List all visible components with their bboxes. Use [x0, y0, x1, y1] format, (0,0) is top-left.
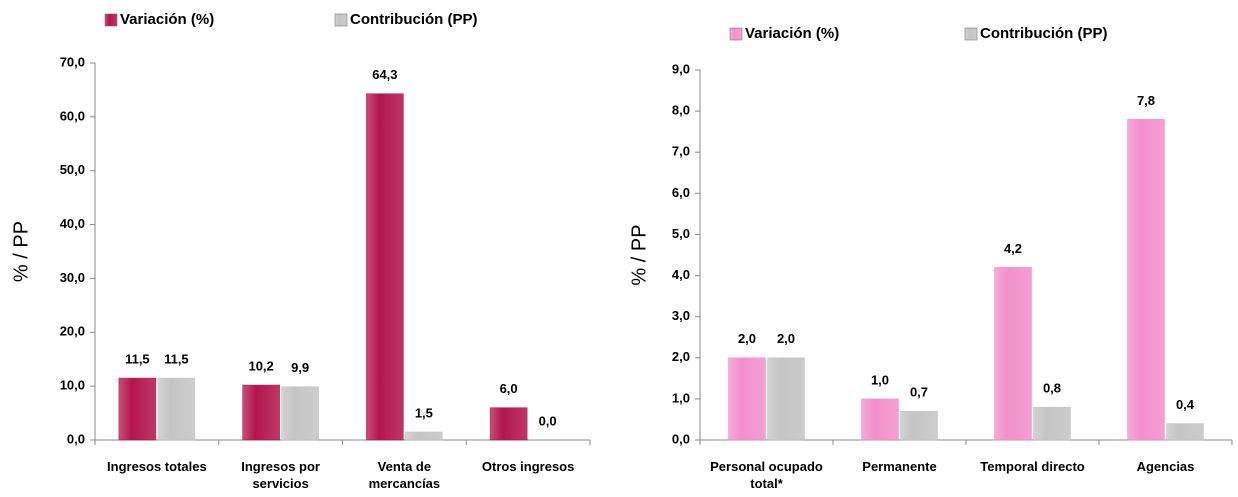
bar [489, 407, 528, 441]
bar [1166, 423, 1204, 441]
bar [405, 431, 443, 441]
y-axis-label: % / PP [628, 224, 650, 285]
x-tick-label: Permanente [862, 459, 937, 474]
y-tick-label: 40,0 [60, 216, 85, 231]
y-tick-label: 0,0 [67, 431, 85, 446]
y-tick-label: 20,0 [60, 324, 85, 339]
y-tick-label: 60,0 [60, 108, 85, 123]
value-label: 11,5 [125, 352, 150, 367]
legend-label: Contribución (PP) [350, 11, 478, 28]
legend-swatch [729, 27, 743, 41]
x-tick-label: Personal ocupado total* [710, 459, 823, 491]
value-label: 1,0 [871, 372, 889, 387]
bar [900, 410, 938, 441]
value-label: 2,0 [777, 331, 795, 346]
bar [157, 377, 196, 441]
y-tick-label: 50,0 [60, 162, 85, 177]
y-axis-label: % / PP [10, 221, 32, 282]
value-label: 0,4 [1176, 397, 1195, 412]
y-tick-label: 30,0 [60, 270, 85, 285]
bar [728, 357, 766, 441]
value-label: 10,2 [248, 359, 273, 374]
bar [118, 377, 157, 441]
y-tick-label: 1,0 [672, 390, 690, 405]
x-tick-label: Ingresos por servicios [241, 459, 320, 491]
value-label: 64,3 [372, 67, 397, 82]
x-tick-label: Otros ingresos [481, 459, 575, 474]
y-tick-label: 6,0 [672, 185, 690, 200]
x-tick-label: Agencias [1136, 459, 1195, 474]
value-label: 7,8 [1137, 93, 1155, 108]
value-label: 0,0 [539, 413, 557, 428]
value-label: 11,5 [164, 352, 189, 367]
x-tick-label: Temporal directo [980, 459, 1085, 474]
y-tick-label: 4,0 [672, 267, 690, 282]
y-tick-label: 9,0 [672, 61, 690, 76]
y-tick-label: 5,0 [672, 226, 690, 241]
legend-label: Variación (%) [745, 25, 839, 42]
y-tick-label: 8,0 [672, 103, 690, 118]
y-tick-label: 70,0 [60, 54, 85, 69]
bar [767, 357, 805, 441]
value-label: 4,2 [1004, 241, 1022, 256]
value-label: 0,8 [1043, 381, 1061, 396]
value-label: 6,0 [500, 381, 518, 396]
bar [994, 267, 1032, 441]
y-tick-label: 2,0 [672, 349, 690, 364]
value-label: 9,9 [291, 360, 309, 375]
value-label: 2,0 [738, 331, 756, 346]
y-tick-label: 10,0 [60, 378, 85, 393]
legend-swatch [964, 27, 978, 41]
bar [861, 398, 899, 441]
bar [281, 386, 319, 441]
y-tick-label: 7,0 [672, 144, 690, 159]
legend-swatch [104, 13, 118, 27]
bar [366, 93, 404, 441]
value-label: 0,7 [910, 385, 928, 400]
legend-label: Variación (%) [120, 11, 214, 28]
legend-label: Contribución (PP) [980, 25, 1108, 42]
bar [242, 384, 280, 441]
x-tick-label: Ingresos totales [107, 459, 207, 474]
y-tick-label: 3,0 [672, 308, 690, 323]
value-label: 1,5 [415, 405, 433, 420]
bar [1127, 119, 1165, 441]
bar [1033, 406, 1071, 441]
legend-swatch [334, 13, 348, 27]
x-tick-label: Venta de mercancías [368, 459, 441, 491]
y-tick-label: 0,0 [672, 431, 690, 446]
